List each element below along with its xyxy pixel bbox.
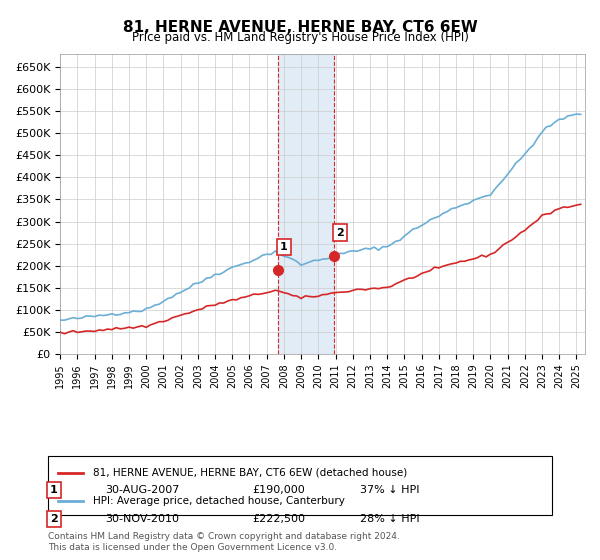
Text: £222,500: £222,500 — [252, 514, 305, 524]
Bar — [278, 54, 334, 353]
Text: 37% ↓ HPI: 37% ↓ HPI — [360, 485, 419, 495]
Text: 2: 2 — [50, 514, 58, 524]
FancyBboxPatch shape — [48, 456, 552, 515]
Text: 81, HERNE AVENUE, HERNE BAY, CT6 6EW: 81, HERNE AVENUE, HERNE BAY, CT6 6EW — [122, 20, 478, 35]
Text: 1: 1 — [50, 485, 58, 495]
Text: 30-NOV-2010: 30-NOV-2010 — [105, 514, 179, 524]
Text: HPI: Average price, detached house, Canterbury: HPI: Average price, detached house, Cant… — [94, 496, 345, 506]
Text: 2: 2 — [336, 228, 344, 238]
Text: Price paid vs. HM Land Registry's House Price Index (HPI): Price paid vs. HM Land Registry's House … — [131, 31, 469, 44]
Text: 28% ↓ HPI: 28% ↓ HPI — [360, 514, 419, 524]
Text: 30-AUG-2007: 30-AUG-2007 — [105, 485, 179, 495]
Text: £190,000: £190,000 — [252, 485, 305, 495]
Text: 81, HERNE AVENUE, HERNE BAY, CT6 6EW (detached house): 81, HERNE AVENUE, HERNE BAY, CT6 6EW (de… — [94, 468, 407, 478]
Text: 1: 1 — [280, 242, 287, 252]
Text: Contains HM Land Registry data © Crown copyright and database right 2024.
This d: Contains HM Land Registry data © Crown c… — [48, 532, 400, 552]
